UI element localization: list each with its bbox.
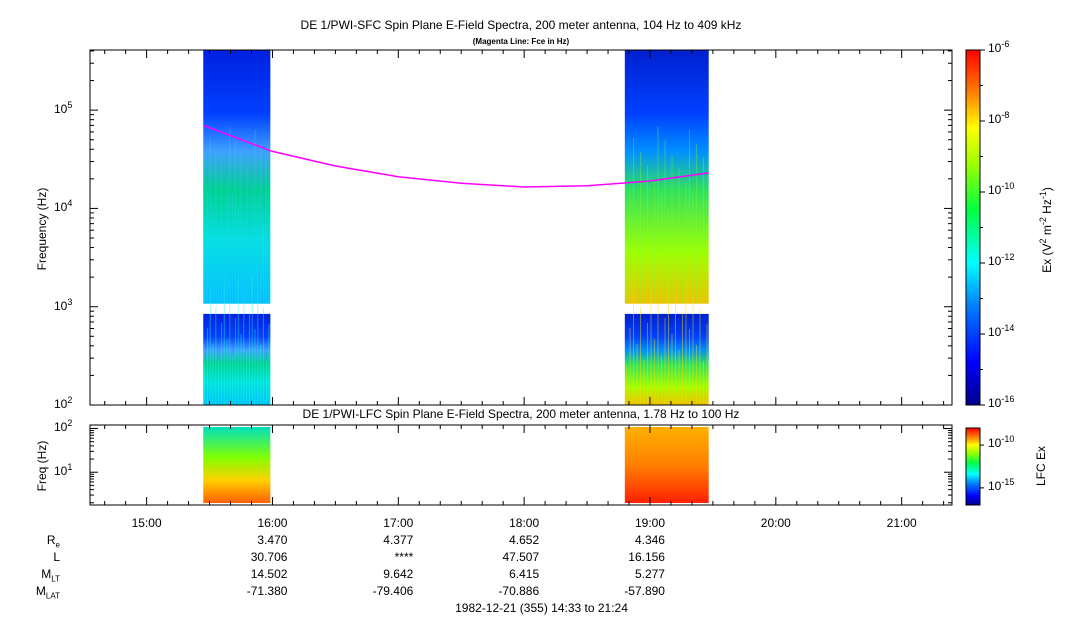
main-chart-subtitle: (Magenta Line: Fce in Hz) [472, 37, 570, 46]
colorbar-lower [965, 427, 981, 506]
ephemeris-value: 5.277 [634, 567, 665, 581]
x-tick-label: 15:00 [131, 516, 162, 530]
ephemeris-value: -57.890 [624, 584, 665, 598]
ephemeris-value: -70.886 [498, 584, 540, 598]
colorbar-main-tick-label: 10-12 [988, 252, 1015, 268]
ephemeris-label: MLT [41, 567, 60, 584]
main-plot-frame [89, 49, 953, 406]
x-tick-label: 19:00 [634, 516, 665, 530]
lower-chart-title: DE 1/PWI-LFC Spin Plane E-Field Spectra,… [302, 407, 740, 421]
main-chart-title: DE 1/PWI-SFC Spin Plane E-Field Spectra,… [300, 18, 742, 32]
sfc-lower-block-2 [624, 313, 709, 405]
ephemeris-value: 9.642 [383, 567, 414, 581]
lower-y-tick-label: 101 [54, 462, 73, 479]
lower-y-tick-label: 102 [54, 418, 73, 435]
ephemeris-value: 3.470 [257, 533, 288, 547]
ephemeris-label: MLAT [35, 584, 60, 601]
ephemeris-value: 4.346 [634, 533, 665, 547]
x-tick-label: 18:00 [509, 516, 540, 530]
colorbar-main-tick-label: 10-16 [988, 394, 1015, 410]
main-y-tick-label: 102 [54, 395, 73, 411]
colorbar-main-tick-label: 10-10 [988, 181, 1015, 197]
ephemeris-value: 4.377 [383, 533, 414, 547]
x-tick-label: 16:00 [257, 516, 288, 530]
colorbar-lower-tick-label: 10-15 [988, 476, 1015, 493]
ephemeris-value: 16.156 [628, 550, 665, 564]
ephemeris-value: 6.415 [509, 567, 540, 581]
ephemeris-value: 47.507 [502, 550, 540, 564]
lfc-block-2 [624, 427, 709, 503]
fce-line [203, 124, 709, 188]
x-tick-label: 20:00 [760, 516, 791, 530]
sfc-upper-block-1 [203, 50, 271, 304]
ephemeris-label: L [53, 550, 60, 564]
main-y-tick-label: 103 [54, 296, 73, 313]
ephemeris-value: -79.406 [372, 584, 414, 598]
lfc-block-1 [203, 427, 271, 503]
footer-time-range: 1982-12-21 (355) 14:33 to 21:24 [455, 601, 628, 615]
main-y-tick-label: 105 [54, 100, 73, 117]
sfc-upper-block-2 [624, 50, 709, 304]
colorbar-main [965, 49, 981, 406]
x-tick-label: 21:00 [886, 516, 917, 530]
colorbar-main-tick-label: 10-8 [988, 110, 1010, 126]
lower-plot-frame [89, 424, 953, 506]
ephemeris-value: 14.502 [250, 567, 288, 581]
ephemeris-label: Re [46, 533, 60, 550]
ephemeris-value: -71.380 [246, 584, 288, 598]
colorbar-main-tick-label: 10-14 [988, 323, 1015, 339]
x-tick-label: 17:00 [383, 516, 414, 530]
colorbar-lower-tick-label: 10-10 [988, 434, 1015, 451]
ephemeris-value: 4.652 [509, 533, 540, 547]
ephemeris-value: 30.706 [250, 550, 288, 564]
colorbar-main-tick-label: 10-6 [988, 39, 1010, 55]
sfc-lower-block-1 [203, 313, 271, 405]
ephemeris-value: **** [394, 550, 414, 564]
main-y-tick-label: 104 [54, 198, 73, 215]
